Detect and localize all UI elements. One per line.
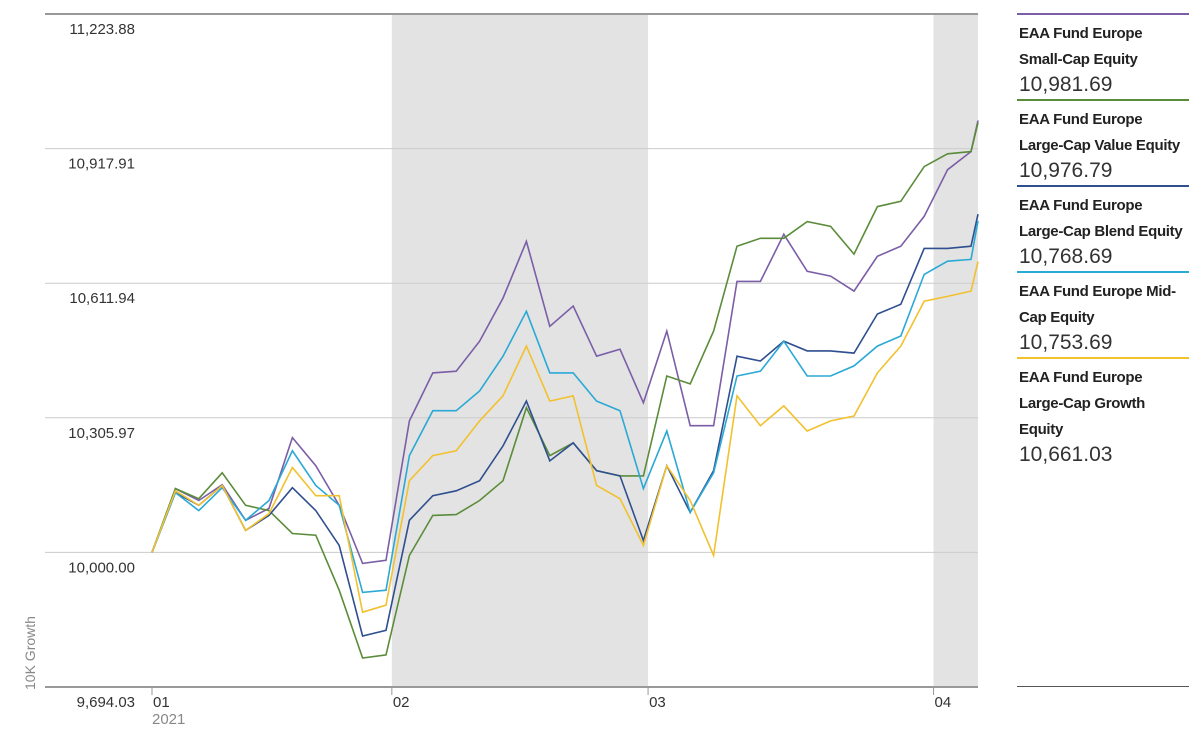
legend-label: EAA Fund Europe Small-Cap Equity (1019, 25, 1143, 68)
series-line (151, 214, 979, 637)
y-tick-label: 10,000.00 (68, 559, 135, 576)
month-shade (391, 14, 649, 687)
legend: EAA Fund Europe Small-Cap Equity 10,981.6… (1017, 13, 1189, 469)
legend-item: EAA Fund Europe Large-Cap Blend Equity 10… (1017, 185, 1189, 271)
legend-value: 10,753.69 (1019, 331, 1113, 354)
legend-item: EAA Fund Europe Mid-Cap Equity 10,753.69 (1017, 271, 1189, 357)
series-line (151, 220, 979, 594)
legend-label: EAA Fund Europe Large-Cap Growth Equity (1019, 369, 1146, 438)
series-line (151, 120, 979, 565)
y-axis-title: 10K Growth (22, 616, 38, 690)
x-tick-label: 01 (153, 694, 170, 711)
legend-label: EAA Fund Europe Large-Cap Value Equity (1019, 111, 1180, 154)
x-tick-label: 02 (393, 694, 410, 711)
chart: 10K Growth 2021 9,694.03 10,000.00 10,305.… (22, 13, 979, 728)
x-year-label: 2021 (152, 711, 185, 728)
legend-item: EAA Fund Europe Large-Cap Growth Equity 1… (1017, 357, 1189, 469)
y-tick-label: 9,694.03 (77, 694, 135, 711)
legend-value: 10,661.03 (1019, 443, 1113, 466)
month-shade (933, 14, 978, 687)
legend-label: EAA Fund Europe Large-Cap Blend Equity (1019, 197, 1183, 240)
legend-item: EAA Fund Europe Large-Cap Value Equity 10… (1017, 99, 1189, 185)
x-tick-label: 03 (649, 694, 666, 711)
y-tick-label: 10,917.91 (68, 156, 135, 173)
y-tick-label: 10,305.97 (68, 425, 135, 442)
y-tick-label: 11,223.88 (69, 21, 135, 38)
legend-rule (1017, 686, 1189, 687)
y-tick-label: 10,611.94 (69, 290, 135, 307)
series-line (151, 261, 979, 614)
legend-label: EAA Fund Europe Mid-Cap Equity (1019, 283, 1176, 326)
x-tick-label: 04 (935, 694, 952, 711)
legend-value: 10,976.79 (1019, 159, 1113, 182)
legend-value: 10,981.69 (1019, 73, 1113, 96)
legend-item: EAA Fund Europe Small-Cap Equity 10,981.6… (1017, 13, 1189, 99)
legend-value: 10,768.69 (1019, 245, 1113, 268)
